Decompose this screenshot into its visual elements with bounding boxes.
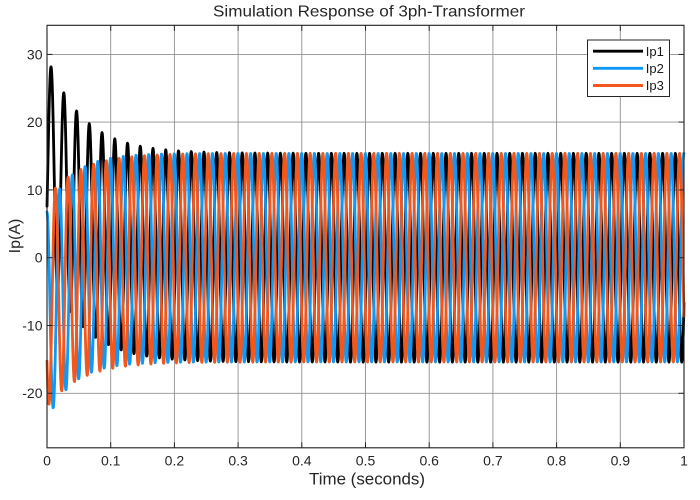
svg-text:0.7: 0.7 <box>483 453 503 469</box>
svg-text:0.3: 0.3 <box>228 453 248 469</box>
svg-text:0.9: 0.9 <box>611 453 631 469</box>
svg-text:-20: -20 <box>22 385 42 401</box>
svg-text:-10: -10 <box>22 317 42 333</box>
svg-text:0.1: 0.1 <box>101 453 121 469</box>
svg-text:Ip(A): Ip(A) <box>7 219 24 254</box>
svg-text:1: 1 <box>680 453 688 469</box>
svg-text:Ip2: Ip2 <box>646 61 664 76</box>
svg-text:0: 0 <box>35 250 43 266</box>
svg-text:0.6: 0.6 <box>419 453 439 469</box>
svg-text:0.2: 0.2 <box>165 453 185 469</box>
svg-text:0.4: 0.4 <box>292 453 312 469</box>
svg-text:Time (seconds): Time (seconds) <box>309 470 425 488</box>
svg-text:0.8: 0.8 <box>547 453 567 469</box>
svg-text:0: 0 <box>43 453 51 469</box>
svg-text:10: 10 <box>27 182 43 198</box>
svg-text:Ip3: Ip3 <box>646 78 664 93</box>
svg-text:Ip1: Ip1 <box>646 44 664 59</box>
svg-text:30: 30 <box>27 46 43 62</box>
svg-text:20: 20 <box>27 114 43 130</box>
svg-text:0.5: 0.5 <box>356 453 376 469</box>
svg-text:Simulation Response of 3ph-Tra: Simulation Response of 3ph-Transformer <box>213 4 526 21</box>
